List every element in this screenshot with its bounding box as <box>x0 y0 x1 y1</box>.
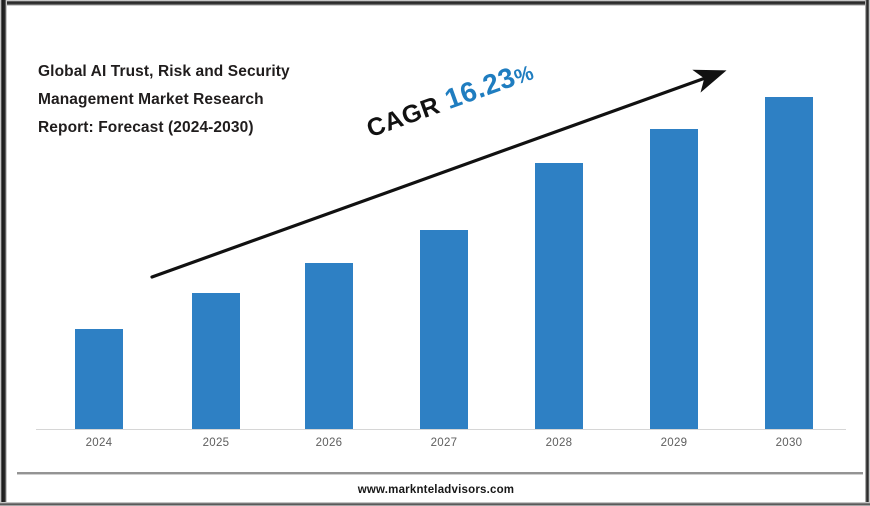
cagr-value-label: 16.23 <box>440 61 520 115</box>
x-tick-label-2030: 2030 <box>775 437 803 449</box>
bar-2028[interactable] <box>535 163 583 429</box>
cagr-prefix-label: CAGR <box>363 91 444 144</box>
plot-area: 2024 2025 2026 2027 2028 2029 2030 CAGR … <box>7 6 865 476</box>
bar-2024[interactable] <box>75 329 123 429</box>
bar-2025[interactable] <box>192 293 240 429</box>
footer-website-label: www.marknteladvisors.com <box>357 484 515 496</box>
frame-edge-top <box>0 0 870 6</box>
bar-2030[interactable] <box>765 97 813 429</box>
x-tick-label-2024: 2024 <box>85 437 113 449</box>
bar-2029[interactable] <box>650 129 698 429</box>
x-axis-line <box>36 429 846 430</box>
frame-edge-right <box>865 0 870 506</box>
frame-edge-bottom <box>0 502 870 506</box>
x-tick-label-2025: 2025 <box>202 437 230 449</box>
x-tick-label-2028: 2028 <box>545 437 573 449</box>
chart-canvas: Global AI Trust, Risk and Security Manag… <box>7 6 865 502</box>
x-tick-label-2029: 2029 <box>660 437 688 449</box>
x-tick-label-2026: 2026 <box>315 437 343 449</box>
footer-divider <box>17 472 863 475</box>
bar-2026[interactable] <box>305 263 353 429</box>
bar-2027[interactable] <box>420 230 468 429</box>
frame-edge-left <box>0 0 7 506</box>
cagr-annotation: CAGR 16.23% <box>362 55 538 145</box>
x-tick-label-2027: 2027 <box>430 437 458 449</box>
